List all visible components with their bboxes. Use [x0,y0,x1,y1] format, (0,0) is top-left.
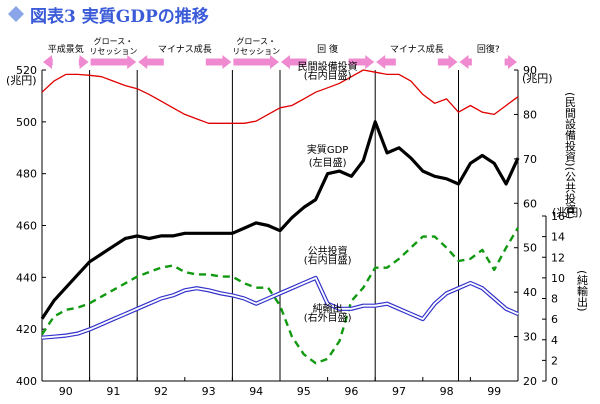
phase-label: 平成景気 [48,43,84,55]
right1-tick-label: 80 [523,108,537,121]
x-tick-label: 92 [154,385,168,398]
x-tick-label: 90 [59,385,73,398]
phase-arrow [138,55,164,69]
phase-0: 平成景気 [43,43,89,69]
series-layer [40,69,520,365]
right2-tick-label: 12 [551,251,565,264]
x-tick-label: 93 [202,385,216,398]
right1-axis-unit: (兆円) [522,72,553,85]
right2-tick-label: 2 [551,354,558,367]
title: 図表3 実質GDPの推移 [8,6,209,27]
phase-arrow [205,55,232,69]
x-tick-label: 96 [344,385,358,398]
phase-arrow [348,55,375,69]
right2-tick-label: 10 [551,272,565,285]
phase-5: マイナス成長 [376,43,458,69]
phase-label: グロース・ [94,36,134,46]
x-tick-label: 97 [392,385,406,398]
phase-label: マイナス成長 [158,43,212,55]
x-tick-label: 94 [249,385,263,398]
left-tick-label: 440 [16,271,37,284]
left-tick-label: 460 [16,220,37,233]
phase-1: グロース・リセッション [89,36,137,69]
right2-axis-label: (純輸出) [576,270,589,312]
right2-tick-label: 0 [551,375,558,388]
phase-arrow [437,55,458,69]
phase-arrow [43,55,53,69]
phase-3: グロース・リセッション [232,36,280,69]
x-tick-label: 98 [440,385,454,398]
phase-label: 回復? [477,43,500,55]
annotation: (右内目盛) [304,253,352,266]
annotation: 民間設備投資 [298,60,358,73]
x-tick-label: 91 [106,385,120,398]
series-line [40,120,520,320]
phase-arrow [281,55,307,69]
phase-separators [89,70,459,381]
phase-band: 平成景気グロース・リセッション マイナス成長グロース・リセッション回 復マイナス成… [43,36,517,69]
phase-label: マイナス成長 [390,43,444,55]
left-tick-label: 420 [16,323,37,336]
phase-arrow [459,55,472,69]
phase-arrow [233,55,279,69]
left-tick-label: 520 [16,64,37,77]
phase-label: リセッション [232,47,280,56]
phase-6: 回復? [459,43,517,69]
left-tick-label: 500 [16,116,37,129]
right2-tick-label: 8 [551,293,558,306]
series-line [41,69,519,124]
right1-axis-label: (民間設備投資)(公共投資) [564,92,577,219]
right1-tick-label: 50 [523,242,537,255]
annotation: 実質GDP [307,143,348,156]
phase-2: マイナス成長 [138,43,232,69]
x-tick-label: 99 [487,385,501,398]
phase-arrow [376,55,396,69]
right1-tick-label: 60 [523,197,537,210]
right1-tick-label: 30 [523,331,537,344]
right2-tick-label: 14 [551,231,565,244]
series-3 [41,275,519,340]
x-tick-label: 95 [297,385,311,398]
annotation: 純輸出 [313,302,343,315]
left-tick-label: 480 [16,168,37,181]
right1-tick-label: 40 [523,286,537,299]
chart-title: 図表3 実質GDPの推移 [30,6,209,27]
series-2 [41,227,520,365]
right2-tick-label: 6 [551,313,558,326]
annotation: (左目盛) [309,156,347,169]
annotation: (右内目盛) [304,69,352,82]
annotation: 公共投資 [308,244,348,257]
annotations: 民間設備投資(右内目盛)実質GDP(左目盛)公共投資(右内目盛)純輸出(右外目盛… [298,60,358,324]
phase-4: 回 復 [281,43,375,69]
phase-arrow [90,55,137,69]
annotation: (右外目盛) [304,311,352,324]
right1-tick-label: 20 [523,375,537,388]
diamond-icon [8,6,24,22]
right2-tick-label: 4 [551,334,558,347]
left-tick-label: 400 [16,375,37,388]
right1-tick-label: 70 [523,153,537,166]
phase-label: リセッション [89,47,137,56]
series-line-inner [41,276,519,339]
phase-arrow [78,55,89,69]
right1-tick-label: 90 [523,64,537,77]
right2-axis-unit: (兆円) [552,206,583,219]
series-line [41,227,520,365]
series-0 [40,120,520,320]
series-1 [41,69,519,124]
phase-arrow [504,55,517,69]
phase-label: グロース・ [236,36,276,46]
phase-label: 回 復 [317,43,338,55]
axes: 90 91 92 93 94 95 96 97 98 9940042044046048050052… [6,64,589,398]
left-axis-unit: (兆円) [6,74,37,87]
right2-tick-label: 16 [551,210,565,223]
